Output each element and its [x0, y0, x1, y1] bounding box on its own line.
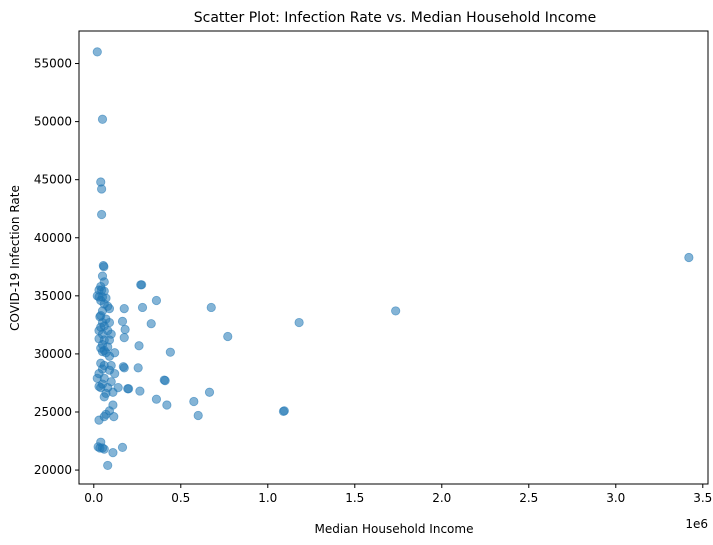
x-tick-label: 0.5	[171, 491, 190, 505]
x-tick-label: 1.5	[345, 491, 364, 505]
data-point-60	[108, 387, 118, 397]
data-point-92	[151, 394, 162, 404]
x-tick-label: 0.0	[84, 491, 103, 505]
x-tick-label: 3.5	[693, 491, 712, 505]
data-point-6	[99, 262, 109, 272]
data-point-80	[119, 363, 129, 373]
x-axis-label: Median Household Income	[315, 522, 474, 536]
x-tick-label: 2.0	[432, 491, 451, 505]
x-tick-label: 3.0	[606, 491, 625, 505]
y-tick-label: 40000	[34, 231, 72, 245]
data-point-78	[119, 333, 129, 343]
data-point-90	[151, 295, 162, 306]
data-point-98	[193, 410, 203, 421]
data-point-50	[110, 369, 120, 379]
data-point-100	[206, 302, 216, 313]
data-point-85	[137, 280, 147, 290]
y-tick-label: 30000	[34, 347, 72, 361]
data-point-88	[133, 363, 143, 373]
data-point-74	[103, 460, 113, 471]
data-point-61	[99, 392, 109, 402]
data-point-86	[137, 302, 148, 313]
data-point-73	[108, 448, 118, 458]
data-point-66	[109, 412, 119, 422]
y-tick-label: 35000	[34, 289, 72, 303]
data-point-72	[99, 444, 109, 454]
y-axis-label: COVID-19 Infection Rate	[8, 185, 22, 331]
data-point-67	[94, 415, 104, 425]
chart-title: Scatter Plot: Infection Rate vs. Median …	[194, 10, 596, 26]
data-point-89	[135, 386, 145, 396]
data-point-104	[294, 317, 304, 328]
data-points	[92, 47, 694, 471]
y-tick-label: 55000	[34, 57, 72, 71]
data-point-83	[117, 442, 128, 453]
data-point-1	[97, 114, 108, 124]
x-tick-label: 2.5	[519, 491, 538, 505]
data-point-95	[165, 347, 175, 357]
data-point-87	[134, 341, 144, 351]
data-point-77	[120, 324, 130, 335]
plot-frame	[78, 30, 709, 485]
data-point-105	[391, 306, 401, 316]
x-axis-offset-label: 1e6	[685, 517, 708, 531]
data-point-97	[189, 396, 199, 407]
data-point-106	[684, 252, 694, 263]
y-tick-label: 25000	[34, 405, 72, 419]
y-tick-label: 45000	[34, 173, 72, 187]
data-point-3	[97, 184, 107, 194]
data-point-0	[92, 47, 102, 57]
data-point-94	[159, 375, 169, 385]
data-point-91	[146, 319, 156, 329]
data-point-75	[119, 304, 129, 314]
data-point-103	[279, 406, 289, 416]
y-axis: 20000 25000 30000 35000 40000 45000 50000 55000	[34, 57, 79, 477]
data-point-96	[162, 400, 172, 410]
data-point-4	[97, 209, 107, 220]
data-point-43	[104, 351, 115, 361]
data-point-76	[117, 316, 128, 326]
x-axis: 0.0 0.5 1.0 1.5 2.0 2.5 3.0 3.5	[84, 484, 712, 505]
y-tick-label: 50000	[34, 115, 72, 129]
y-tick-label: 20000	[34, 463, 72, 477]
data-point-82	[123, 384, 134, 394]
x-tick-label: 1.0	[258, 491, 277, 505]
data-point-101	[223, 331, 233, 342]
data-point-99	[204, 387, 215, 397]
